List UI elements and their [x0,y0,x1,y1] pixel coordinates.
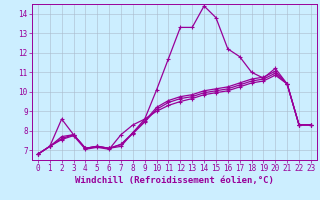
X-axis label: Windchill (Refroidissement éolien,°C): Windchill (Refroidissement éolien,°C) [75,176,274,185]
